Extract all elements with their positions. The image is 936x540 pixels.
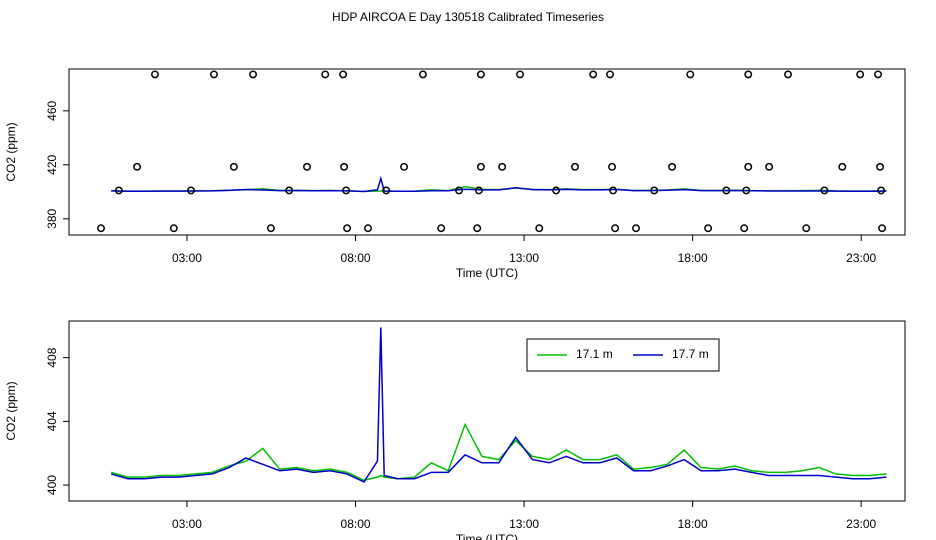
y-axis-label: CO2 (ppm) <box>4 122 18 181</box>
calibration-point <box>802 224 811 233</box>
calibration-point <box>874 70 882 79</box>
series-line <box>110 327 887 483</box>
calibration-point <box>455 186 463 195</box>
calibration-point <box>343 224 352 233</box>
calibration-point <box>339 70 348 79</box>
calibration-point <box>97 224 105 233</box>
calibration-point <box>342 186 351 195</box>
calibration-point <box>114 186 123 195</box>
calibration-point <box>382 186 391 195</box>
calibration-point <box>820 186 829 195</box>
calibration-point <box>877 186 886 195</box>
legend-label: 17.7 m <box>672 347 709 361</box>
calibration-point <box>571 162 579 171</box>
calibration-point <box>606 70 614 79</box>
calibration-point <box>364 224 372 233</box>
calibration-point <box>516 70 524 79</box>
calibration-point <box>704 224 713 233</box>
x-axis-label: Time (UTC) <box>456 532 518 540</box>
x-tick-label: 03:00 <box>172 251 202 265</box>
x-tick-label: 08:00 <box>341 517 371 531</box>
y-tick-label: 408 <box>45 347 59 367</box>
calibration-point <box>133 162 142 171</box>
calibration-point <box>473 224 482 233</box>
calibration-point <box>686 70 695 79</box>
y-axis-label: CO2 (ppm) <box>4 381 18 440</box>
calibration-point <box>744 162 753 171</box>
x-axis-label: Time (UTC) <box>456 266 518 280</box>
calibration-point <box>838 162 847 171</box>
calibration-point <box>765 162 774 171</box>
x-tick-label: 13:00 <box>509 517 539 531</box>
calibration-point <box>476 70 485 79</box>
calibration-point <box>437 224 446 233</box>
calibration-point <box>668 162 677 171</box>
calibration-point <box>249 70 258 79</box>
plot-frame <box>68 68 906 236</box>
y-tick-label: 400 <box>45 475 59 495</box>
calibration-point <box>856 70 865 79</box>
x-tick-label: 23:00 <box>846 251 876 265</box>
calibration-point <box>169 224 178 233</box>
x-tick-label: 08:00 <box>341 251 371 265</box>
calibration-point <box>552 186 561 195</box>
calibration-point <box>285 186 294 195</box>
x-tick-label: 03:00 <box>172 517 202 531</box>
calibration-point <box>878 224 887 233</box>
x-tick-label: 18:00 <box>678 517 708 531</box>
calibration-point <box>419 70 427 79</box>
y-tick-label: 460 <box>45 101 59 121</box>
y-tick-label: 380 <box>45 208 59 228</box>
y-tick-label: 420 <box>45 154 59 174</box>
calibration-point <box>784 70 792 79</box>
calibration-point <box>876 162 885 171</box>
calibration-point <box>229 162 238 171</box>
calibration-point <box>742 186 751 195</box>
calibration-point <box>266 224 275 233</box>
calibration-point <box>187 186 195 195</box>
calibration-point <box>151 70 159 79</box>
calibration-point <box>210 70 218 79</box>
calibration-point <box>474 186 483 195</box>
calibration-point <box>498 162 507 171</box>
calibration-point <box>609 186 618 195</box>
y-tick-label: 404 <box>45 411 59 431</box>
calibration-point <box>611 224 620 233</box>
calibration-point <box>476 162 485 171</box>
x-tick-label: 23:00 <box>846 517 876 531</box>
calibration-point <box>632 224 640 233</box>
calibration-point <box>650 186 659 195</box>
calibration-point <box>722 186 731 195</box>
plot-frame <box>68 320 906 502</box>
page-title: HDP AIRCOA E Day 130518 Calibrated Times… <box>332 10 604 24</box>
series-line <box>110 422 887 482</box>
calibration-point <box>303 162 311 171</box>
calibration-point <box>589 70 598 79</box>
calibration-point <box>608 162 617 171</box>
calibration-point <box>740 224 749 233</box>
x-tick-label: 13:00 <box>509 251 539 265</box>
x-tick-label: 18:00 <box>678 251 708 265</box>
legend-label: 17.1 m <box>576 347 613 361</box>
calibration-point <box>400 162 409 171</box>
calibration-point <box>340 162 349 171</box>
calibration-point <box>744 70 753 79</box>
calibration-point <box>535 224 544 233</box>
calibration-point <box>321 70 330 79</box>
